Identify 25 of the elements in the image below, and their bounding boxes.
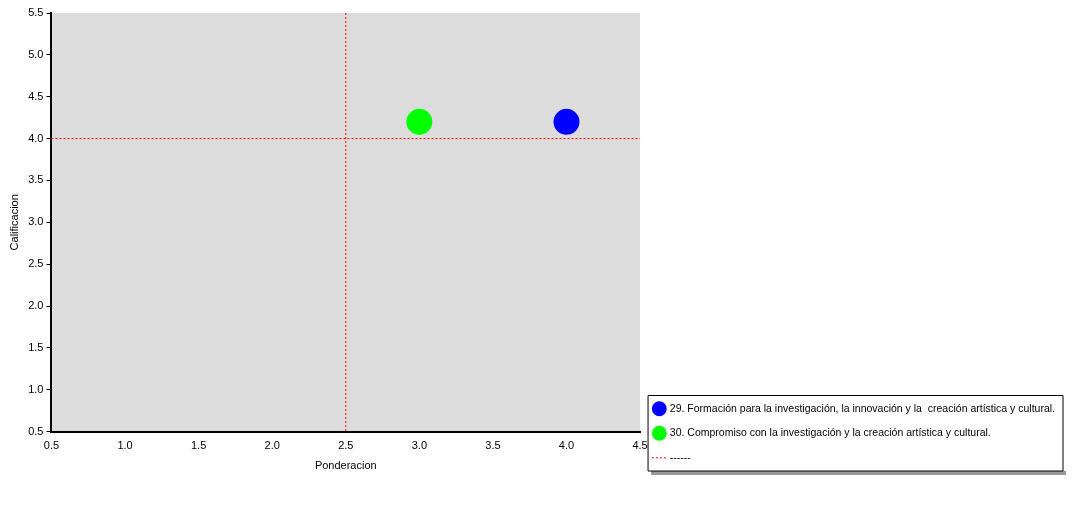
y-tick-label: 4.0: [28, 131, 44, 144]
x-tick-label: 0.5: [43, 439, 60, 452]
y-tick-label: 1.0: [28, 382, 44, 395]
y-tick-label: 2.0: [28, 299, 44, 312]
x-tick-label: 4.5: [632, 439, 648, 452]
legend-label: ------: [669, 450, 692, 463]
x-tick-label: 2.0: [264, 439, 280, 452]
y-tick-label: 3.5: [28, 173, 44, 186]
y-tick-label: 4.5: [28, 89, 44, 102]
y-tick-label: 0.5: [28, 424, 44, 437]
y-tick-label: 3.0: [28, 215, 44, 228]
y-tick-label: 1.5: [28, 340, 44, 353]
x-tick-label: 2.5: [338, 439, 354, 452]
x-tick-label: 1.0: [117, 439, 133, 452]
x-tick-label: 3.5: [485, 439, 501, 452]
y-tick-label: 2.5: [28, 257, 44, 270]
x-tick-label: 4.0: [558, 439, 575, 452]
y-tick-label: 5.0: [28, 47, 44, 60]
legend-label: 30. Compromiso con la investigación y la creación artística y cultural.: [669, 426, 991, 439]
x-axis-title: Ponderacion: [314, 459, 377, 472]
x-tick-label: 3.0: [411, 439, 427, 452]
y-tick-label: 5.5: [28, 6, 44, 19]
y-axis-title: Calificacion: [7, 194, 20, 251]
legend-label: 29. Formación para la investigación, la innovación y la creación artística y cultural.: [669, 401, 1056, 414]
x-tick-label: 1.5: [190, 439, 207, 452]
